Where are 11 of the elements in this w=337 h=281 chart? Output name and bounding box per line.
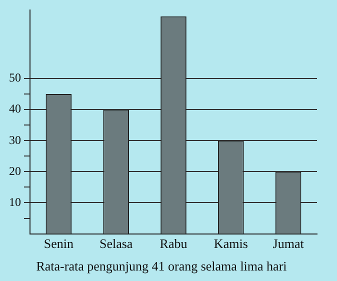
y-tick-label: 50 — [9, 70, 21, 85]
x-tick-label: Jumat — [272, 236, 304, 252]
x-tick-label: Selasa — [99, 236, 133, 252]
x-tick-label: Senin — [44, 236, 74, 252]
y-tick-label: 10 — [9, 194, 21, 209]
y-tick-label: 20 — [9, 164, 21, 178]
y-tick-label: 30 — [9, 132, 21, 147]
text: Rata-rata pengunjung 41 orang selama lima hari — [36, 258, 288, 274]
x-tick-label: Kamis — [214, 236, 248, 252]
x-tick-label: Rabu — [160, 236, 188, 252]
y-tick-label: 40 — [9, 102, 21, 116]
